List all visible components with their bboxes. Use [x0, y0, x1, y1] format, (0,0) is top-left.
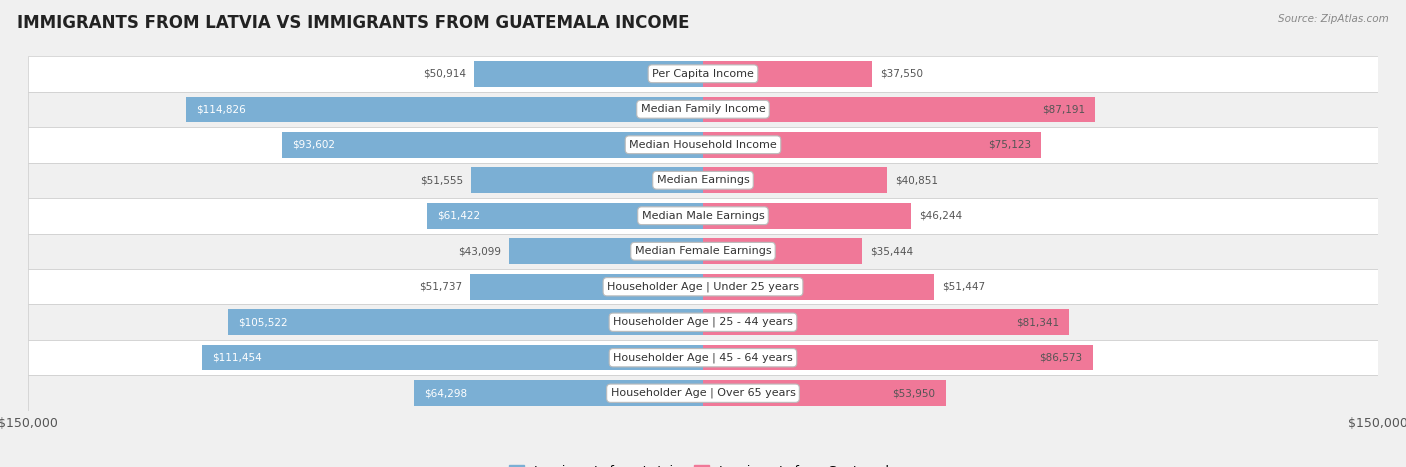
Bar: [509, 239, 703, 264]
Text: $50,914: $50,914: [423, 69, 465, 79]
Text: Median Family Income: Median Family Income: [641, 104, 765, 114]
Text: $75,123: $75,123: [988, 140, 1031, 150]
Text: $37,550: $37,550: [880, 69, 924, 79]
Text: Per Capita Income: Per Capita Income: [652, 69, 754, 79]
Text: Source: ZipAtlas.com: Source: ZipAtlas.com: [1278, 14, 1389, 24]
Text: IMMIGRANTS FROM LATVIA VS IMMIGRANTS FROM GUATEMALA INCOME: IMMIGRANTS FROM LATVIA VS IMMIGRANTS FRO…: [17, 14, 689, 32]
Text: $87,191: $87,191: [1042, 104, 1085, 114]
Bar: [703, 61, 872, 86]
Text: $51,737: $51,737: [419, 282, 463, 292]
Bar: [28, 234, 1378, 269]
Legend: Immigrants from Latvia, Immigrants from Guatemala: Immigrants from Latvia, Immigrants from …: [505, 460, 901, 467]
Bar: [28, 127, 1378, 163]
Bar: [474, 61, 703, 86]
Text: $46,244: $46,244: [920, 211, 962, 221]
Bar: [426, 203, 703, 228]
Text: $53,950: $53,950: [893, 388, 935, 398]
Text: Median Earnings: Median Earnings: [657, 175, 749, 185]
Text: $64,298: $64,298: [423, 388, 467, 398]
Text: Median Female Earnings: Median Female Earnings: [634, 246, 772, 256]
Bar: [281, 132, 703, 157]
Text: Median Household Income: Median Household Income: [628, 140, 778, 150]
Text: $61,422: $61,422: [437, 211, 479, 221]
Text: $86,573: $86,573: [1039, 353, 1083, 363]
Text: $40,851: $40,851: [894, 175, 938, 185]
Bar: [28, 163, 1378, 198]
Bar: [703, 381, 946, 406]
Bar: [28, 375, 1378, 411]
Bar: [703, 97, 1095, 122]
Bar: [703, 239, 862, 264]
Text: Householder Age | 25 - 44 years: Householder Age | 25 - 44 years: [613, 317, 793, 327]
Text: $43,099: $43,099: [458, 246, 501, 256]
Text: $111,454: $111,454: [212, 353, 262, 363]
Bar: [28, 304, 1378, 340]
Text: Householder Age | 45 - 64 years: Householder Age | 45 - 64 years: [613, 353, 793, 363]
Bar: [703, 168, 887, 193]
Bar: [703, 203, 911, 228]
Text: $35,444: $35,444: [870, 246, 914, 256]
Text: Householder Age | Under 25 years: Householder Age | Under 25 years: [607, 282, 799, 292]
Text: $81,341: $81,341: [1015, 317, 1059, 327]
Bar: [28, 56, 1378, 92]
Bar: [471, 168, 703, 193]
Bar: [187, 97, 703, 122]
Text: $114,826: $114,826: [197, 104, 246, 114]
Text: $93,602: $93,602: [292, 140, 335, 150]
Text: Householder Age | Over 65 years: Householder Age | Over 65 years: [610, 388, 796, 398]
Bar: [703, 274, 935, 299]
Bar: [703, 132, 1040, 157]
Bar: [703, 345, 1092, 370]
Bar: [413, 381, 703, 406]
Text: Median Male Earnings: Median Male Earnings: [641, 211, 765, 221]
Text: $105,522: $105,522: [239, 317, 288, 327]
Bar: [28, 198, 1378, 234]
Text: $51,447: $51,447: [942, 282, 986, 292]
Bar: [228, 310, 703, 335]
Bar: [28, 269, 1378, 304]
Text: $51,555: $51,555: [420, 175, 463, 185]
Bar: [703, 310, 1069, 335]
Bar: [28, 340, 1378, 375]
Bar: [470, 274, 703, 299]
Bar: [28, 92, 1378, 127]
Bar: [201, 345, 703, 370]
